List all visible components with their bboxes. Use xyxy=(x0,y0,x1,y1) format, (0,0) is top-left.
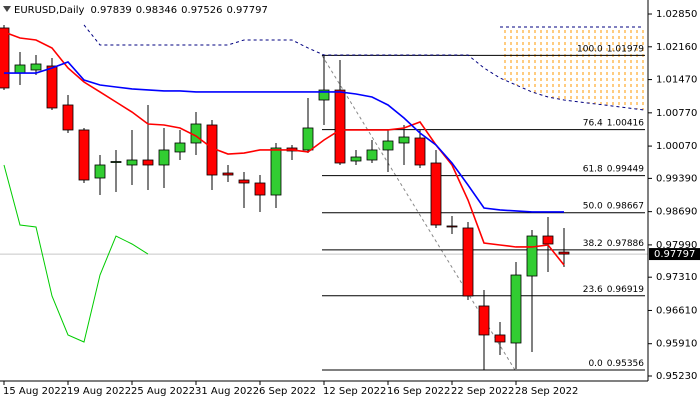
y-tick-label: 0.97990 xyxy=(656,240,697,251)
fib-price-label: 1.00416 xyxy=(607,118,644,128)
candle-body xyxy=(382,140,394,151)
header-open: 0.97839 xyxy=(90,5,131,16)
indicator-line xyxy=(3,31,565,266)
fib-level-label: 0.0 xyxy=(588,359,603,369)
fib-label: 76.4 1.00416 xyxy=(583,118,645,128)
fib-label: 38.2 0.97886 xyxy=(583,238,645,248)
x-tick-label: 25 Aug 2022 xyxy=(131,386,195,397)
y-tick-label: 0.97310 xyxy=(656,272,697,283)
candle-body xyxy=(142,159,154,166)
candle-body xyxy=(14,64,26,74)
x-tick-label: 15 Aug 2022 xyxy=(3,386,67,397)
candle-body xyxy=(0,27,10,89)
price-box-label: 0.97797 xyxy=(654,249,695,260)
candle-body xyxy=(62,104,74,131)
y-tick-label: 0.95910 xyxy=(656,339,697,350)
x-tick-label: 6 Sep 2022 xyxy=(259,386,316,397)
candle-body xyxy=(238,179,250,184)
candle-body xyxy=(302,127,314,151)
x-tick-label: 22 Sep 2022 xyxy=(451,386,514,397)
overlay: 100.0 1.01979 76.4 1.00416 61.8 0.99449 50.0 0.… xyxy=(577,44,700,369)
fib-label: 0.0 0.95356 xyxy=(588,359,644,369)
candle-body xyxy=(350,156,362,162)
candle-body xyxy=(158,149,170,166)
candle-body xyxy=(526,235,538,277)
x-tick-label: 19 Aug 2022 xyxy=(67,386,131,397)
y-tick-label: 1.02160 xyxy=(656,42,697,53)
candle-body xyxy=(126,159,138,166)
candle-body xyxy=(462,227,474,297)
fib-price-label: 0.98667 xyxy=(607,201,644,211)
fib-price-label: 0.99449 xyxy=(607,164,644,174)
x-tick-label: 28 Sep 2022 xyxy=(515,386,578,397)
y-tick-label: 0.99390 xyxy=(656,173,697,184)
indicator-line xyxy=(3,164,149,343)
y-tick-label: 0.96610 xyxy=(656,305,697,316)
header-icon xyxy=(3,6,11,12)
fib-level-label: 76.4 xyxy=(583,118,603,128)
candle-body xyxy=(430,162,442,226)
fib-label: 100.0 1.01979 xyxy=(577,44,644,54)
candle-body xyxy=(542,235,554,245)
candle-body xyxy=(30,63,42,71)
candle-body xyxy=(46,65,58,109)
y-tick-label: 1.02850 xyxy=(656,9,697,20)
candle-body xyxy=(78,129,90,181)
fib-label: 50.0 0.98667 xyxy=(583,201,644,211)
fib-price-label: 0.97886 xyxy=(607,238,644,248)
header: EURUSD,Daily 0.97839 0.98346 0.97526 0.97797 xyxy=(14,5,268,16)
y-tick-label: 1.01470 xyxy=(656,75,697,86)
cloud xyxy=(500,26,644,111)
fib-level-label: 100.0 xyxy=(577,44,603,54)
x-tick-label: 12 Sep 2022 xyxy=(323,386,386,397)
candle-body xyxy=(110,161,122,163)
candle-body xyxy=(94,164,106,179)
candle-body xyxy=(446,225,458,228)
indicator-line xyxy=(4,61,564,213)
price-box xyxy=(649,248,700,261)
candle-body xyxy=(334,89,346,164)
candle-body xyxy=(318,89,330,101)
candle-body xyxy=(414,137,426,166)
y-tick-label: 1.00770 xyxy=(656,108,697,119)
fib-level-label: 38.2 xyxy=(583,238,603,248)
fib-level-label: 50.0 xyxy=(583,201,603,211)
fib-level-label: 61.8 xyxy=(583,164,603,174)
candle-body xyxy=(478,305,490,336)
x-tick-label: 31 Aug 2022 xyxy=(195,386,259,397)
candle-body xyxy=(398,136,410,144)
x-tick-label: 16 Sep 2022 xyxy=(387,386,450,397)
candle-body xyxy=(494,334,506,343)
candle-body xyxy=(366,149,378,161)
candle-body xyxy=(510,274,522,344)
fib-level-label: 23.6 xyxy=(583,284,603,294)
plot-area xyxy=(0,24,648,371)
candle-body xyxy=(222,172,234,176)
y-tick-label: 0.98690 xyxy=(656,207,697,218)
fib-price-label: 1.01979 xyxy=(607,44,644,54)
indicator-line xyxy=(83,24,645,111)
fib-label: 61.8 0.99449 xyxy=(583,164,645,174)
candle-body xyxy=(254,182,266,196)
fib-price-label: 0.96919 xyxy=(607,284,644,294)
y-tick-label: 0.95230 xyxy=(656,371,697,382)
header-close: 0.97797 xyxy=(227,5,268,16)
candle-body xyxy=(270,147,282,196)
y-tick-label: 1.00070 xyxy=(656,141,697,152)
header-high: 0.98346 xyxy=(136,5,177,16)
symbol: EURUSD,Daily xyxy=(14,5,85,16)
candle-body xyxy=(174,142,186,153)
fib-label: 23.6 0.96919 xyxy=(583,284,645,294)
header-low: 0.97526 xyxy=(181,5,222,16)
fib-price-label: 0.95356 xyxy=(607,359,644,369)
candle-body xyxy=(558,251,570,255)
